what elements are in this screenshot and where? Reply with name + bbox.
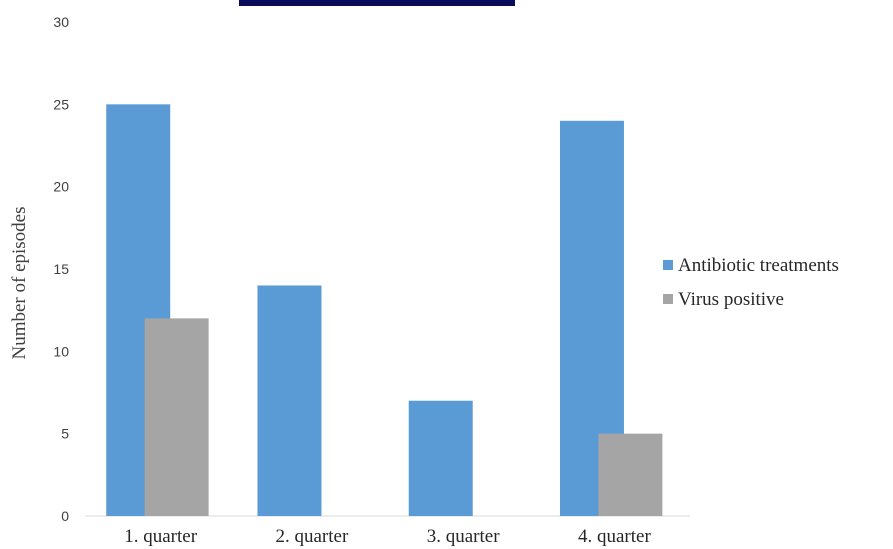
legend-label: Antibiotic treatments [678, 255, 839, 276]
legend: Antibiotic treatments Virus positive [663, 255, 839, 310]
legend-swatch [663, 294, 673, 304]
bars [106, 104, 663, 517]
y-tick-label: 25 [53, 96, 69, 112]
bar-antibiotic-3 [408, 400, 473, 516]
bar-antibiotic-2 [257, 285, 322, 516]
y-tick-label: 10 [53, 343, 69, 359]
legend-swatch [663, 260, 673, 270]
x-category-label: 4. quarter [578, 526, 651, 547]
x-category-label: 1. quarter [124, 526, 197, 547]
category-labels: 1. quarter 2. quarter 3. quarter 4. quarter [124, 526, 651, 547]
x-category-label: 2. quarter [275, 526, 348, 547]
y-tick-label: 20 [53, 179, 69, 195]
y-tick-label: 15 [53, 261, 69, 277]
y-tick-label: 0 [61, 508, 69, 524]
bar-virus-1 [144, 318, 209, 516]
y-tick-label: 5 [61, 426, 69, 442]
y-tick-label: 30 [53, 14, 69, 30]
legend-label: Virus positive [678, 289, 784, 310]
x-category-label: 3. quarter [427, 526, 500, 547]
title-bar [239, 0, 515, 6]
bar-virus-4 [598, 433, 663, 516]
y-axis-title: Number of episodes [9, 206, 30, 359]
y-axis-ticks: 0 5 10 15 20 25 30 [53, 14, 69, 524]
